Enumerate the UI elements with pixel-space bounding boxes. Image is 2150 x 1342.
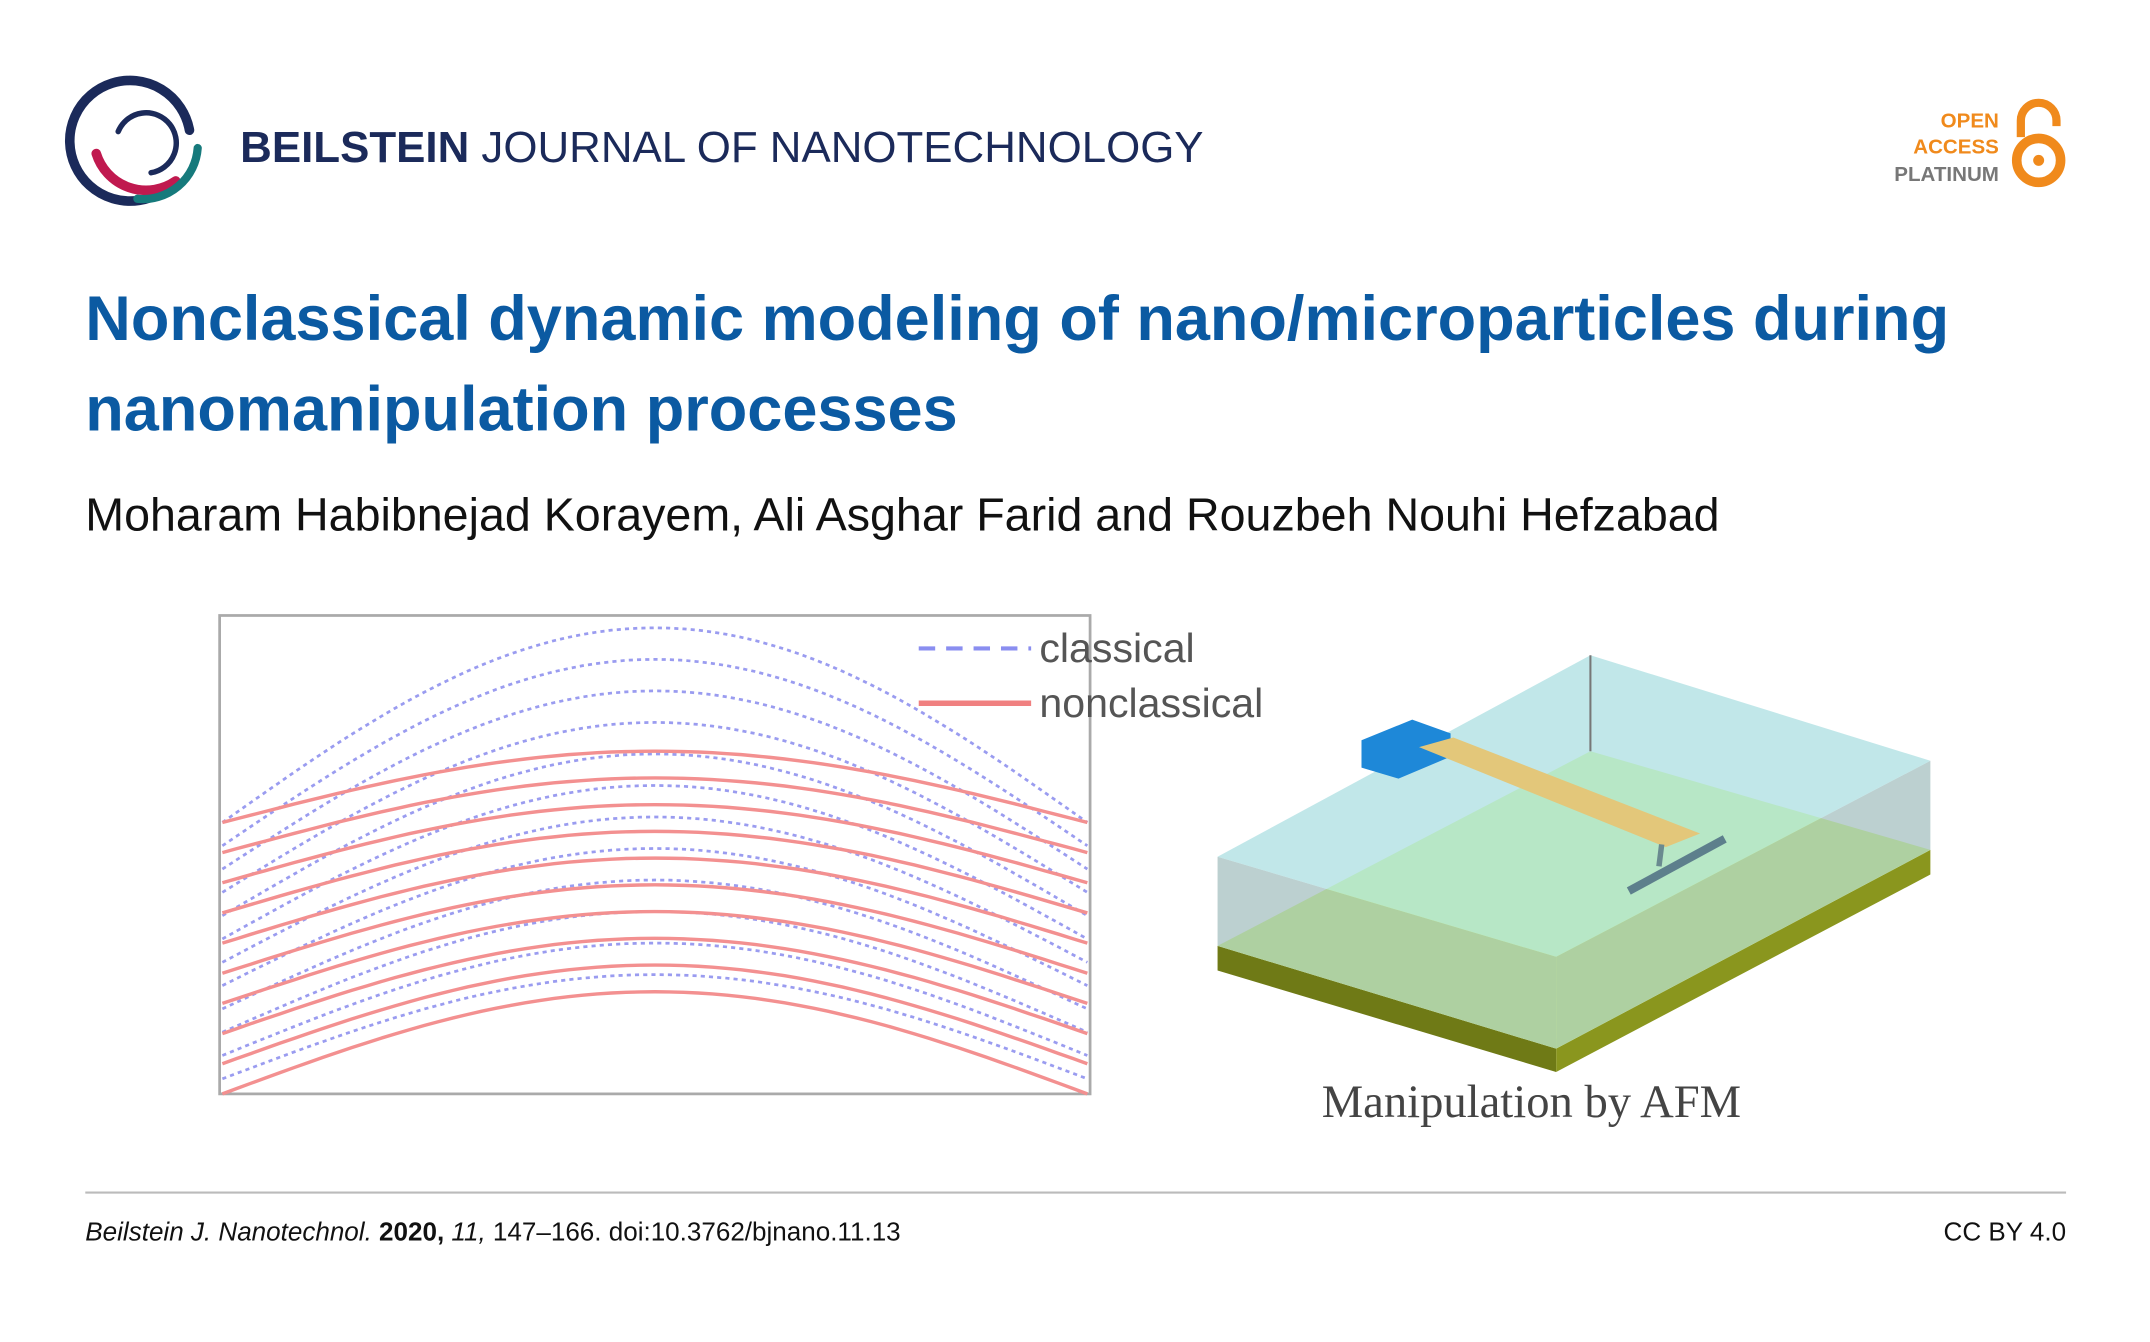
legend: classical nonclassical (918, 625, 1263, 726)
plot-curve (221, 802, 1088, 885)
plot-curve (221, 990, 1088, 1096)
plot-curve (221, 784, 1089, 941)
badge-text: ACCESS (1913, 136, 1999, 159)
plot-curve (221, 815, 1088, 964)
plot-curve (221, 936, 1088, 1036)
article-title: Nonclassical dynamic modeling of nano/mi… (85, 284, 1949, 354)
legend-label: classical (1039, 625, 1194, 671)
plot-curve (221, 776, 1088, 855)
citation: Beilstein J. Nanotechnol. 2020, 11, 147–… (85, 1217, 900, 1247)
plot-curve (221, 752, 1089, 917)
open-access-badge: OPEN ACCESS PLATINUM (1894, 109, 1999, 185)
plot-curve (221, 878, 1088, 1011)
plot-curve (221, 973, 1088, 1081)
plot-curve (221, 963, 1088, 1066)
plot-curve (221, 626, 1089, 824)
plot-curve (221, 883, 1088, 975)
license: CC BY 4.0 (1944, 1217, 2067, 1247)
plot-curve (221, 829, 1088, 915)
figure-caption: Manipulation by AFM (1322, 1076, 1741, 1128)
journal-logo (64, 75, 202, 206)
plot-curve (221, 657, 1089, 847)
plot-frame (218, 614, 1092, 1096)
afm-illustration (1217, 655, 1931, 1072)
authors: Moharam Habibnejad Korayem, Ali Asghar F… (85, 488, 1719, 540)
badge-text: PLATINUM (1894, 163, 1999, 186)
journal-name: BEILSTEIN JOURNAL OF NANOTECHNOLOGY (240, 123, 1203, 172)
plot-curve (221, 909, 1088, 1006)
plot-curve (221, 847, 1088, 987)
plot-curve (221, 856, 1088, 945)
figure-plot (218, 614, 1092, 1096)
legend-label: nonclassical (1039, 680, 1263, 726)
plot-curve (221, 721, 1089, 894)
article-title: nanomanipulation processes (85, 374, 957, 444)
lock-icon (2011, 98, 2066, 188)
plot-curve (221, 749, 1088, 825)
badge-text: OPEN (1941, 109, 1999, 132)
